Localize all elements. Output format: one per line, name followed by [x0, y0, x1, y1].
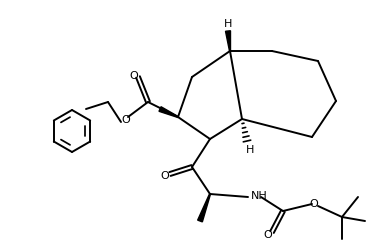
Text: O: O: [161, 170, 169, 180]
Text: O: O: [310, 198, 318, 208]
Text: H: H: [246, 144, 254, 154]
Polygon shape: [225, 32, 230, 52]
Polygon shape: [159, 107, 178, 118]
Text: O: O: [122, 115, 131, 124]
Text: O: O: [264, 229, 272, 239]
Text: NH: NH: [251, 190, 268, 200]
Polygon shape: [198, 194, 210, 222]
Text: H: H: [224, 19, 232, 29]
Text: O: O: [130, 71, 138, 81]
